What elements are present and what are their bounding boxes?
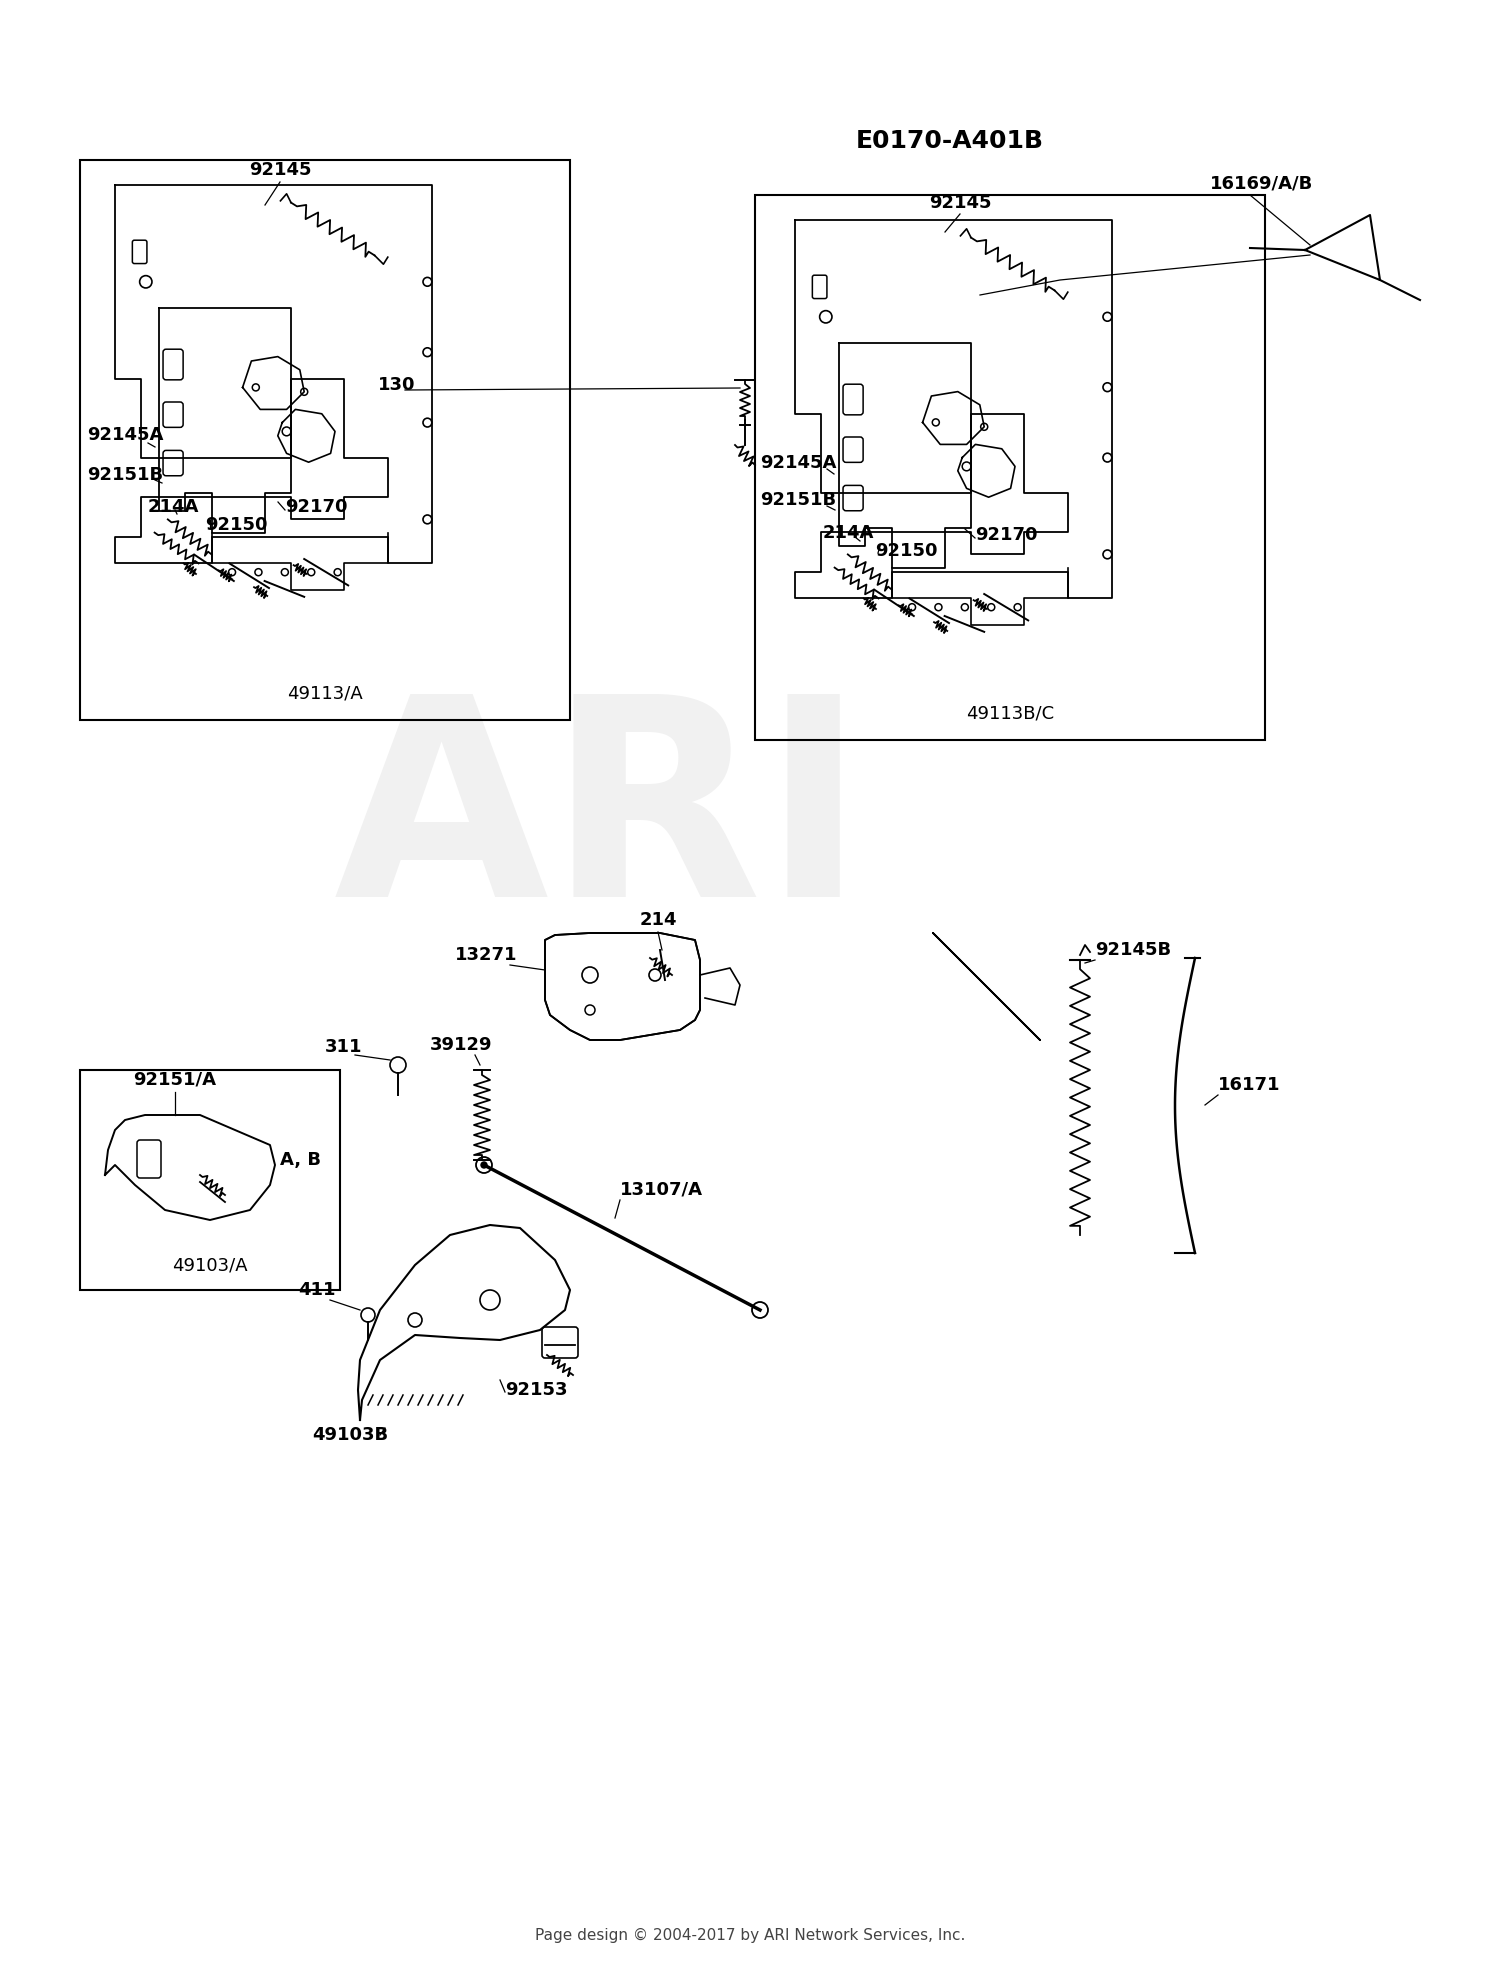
- Text: 13107/A: 13107/A: [620, 1181, 704, 1199]
- Text: 16171: 16171: [1218, 1075, 1281, 1095]
- Text: 92150: 92150: [874, 542, 938, 559]
- Text: 92150: 92150: [206, 516, 267, 534]
- Text: 92153: 92153: [506, 1381, 567, 1399]
- Text: 92145A: 92145A: [87, 426, 164, 443]
- Text: 92151B: 92151B: [87, 467, 164, 485]
- Text: 49113/A: 49113/A: [286, 685, 363, 702]
- Text: 92170: 92170: [285, 498, 348, 516]
- Text: 13271: 13271: [454, 946, 518, 963]
- Text: E0170-A401B: E0170-A401B: [856, 129, 1044, 153]
- Circle shape: [482, 1162, 488, 1167]
- Text: 49113B/C: 49113B/C: [966, 704, 1054, 722]
- Text: 214A: 214A: [824, 524, 874, 542]
- Bar: [754, 194, 1264, 740]
- Text: 92145: 92145: [928, 194, 992, 212]
- Text: ARI: ARI: [334, 685, 866, 955]
- Text: 214A: 214A: [148, 498, 200, 516]
- Text: 92151B: 92151B: [760, 490, 836, 508]
- Text: 92145A: 92145A: [760, 453, 837, 473]
- Text: A, B: A, B: [280, 1152, 321, 1169]
- Text: 411: 411: [298, 1281, 336, 1299]
- Text: 92145B: 92145B: [1095, 942, 1172, 959]
- Text: 49103/A: 49103/A: [172, 1256, 248, 1273]
- Text: 92145: 92145: [249, 161, 312, 179]
- Text: 92170: 92170: [975, 526, 1038, 543]
- Text: 214: 214: [640, 910, 678, 928]
- Text: Page design © 2004-2017 by ARI Network Services, Inc.: Page design © 2004-2017 by ARI Network S…: [536, 1927, 964, 1942]
- Text: 49103B: 49103B: [312, 1426, 388, 1444]
- Text: 39129: 39129: [430, 1036, 492, 1054]
- Text: 130: 130: [378, 377, 416, 394]
- Text: 311: 311: [326, 1038, 363, 1056]
- Text: 16169/A/B: 16169/A/B: [1210, 175, 1314, 192]
- Bar: [80, 1069, 340, 1289]
- Text: 92151/A: 92151/A: [134, 1071, 216, 1089]
- Bar: [80, 161, 570, 720]
